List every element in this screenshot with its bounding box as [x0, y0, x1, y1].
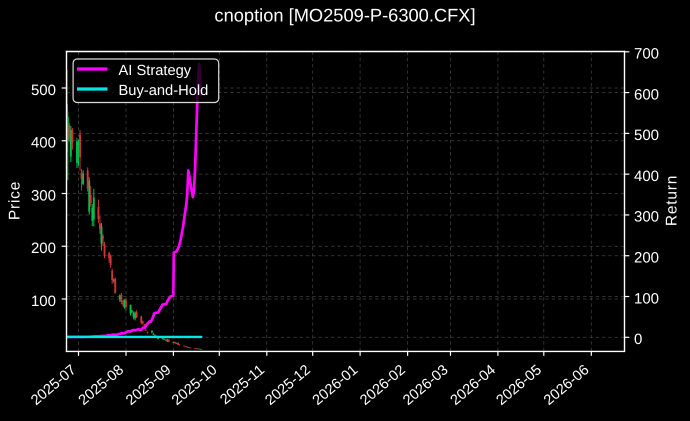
svg-text:Price: Price [6, 181, 23, 220]
svg-text:100: 100 [634, 290, 659, 307]
svg-text:600: 600 [634, 86, 659, 103]
svg-text:0: 0 [634, 331, 642, 348]
svg-text:Buy-and-Hold: Buy-and-Hold [119, 83, 209, 99]
svg-text:300: 300 [634, 209, 659, 226]
svg-text:300: 300 [31, 187, 56, 204]
svg-text:500: 500 [31, 82, 56, 99]
svg-text:100: 100 [31, 293, 56, 310]
svg-text:400: 400 [634, 168, 659, 185]
svg-text:cnoption [MO2509-P-6300.CFX]: cnoption [MO2509-P-6300.CFX] [214, 5, 475, 26]
svg-text:700: 700 [634, 46, 659, 63]
svg-text:500: 500 [634, 127, 659, 144]
svg-text:Return: Return [663, 175, 680, 226]
svg-text:200: 200 [31, 240, 56, 257]
svg-text:AI Strategy: AI Strategy [119, 63, 192, 79]
svg-text:400: 400 [31, 135, 56, 152]
svg-text:200: 200 [634, 250, 659, 267]
